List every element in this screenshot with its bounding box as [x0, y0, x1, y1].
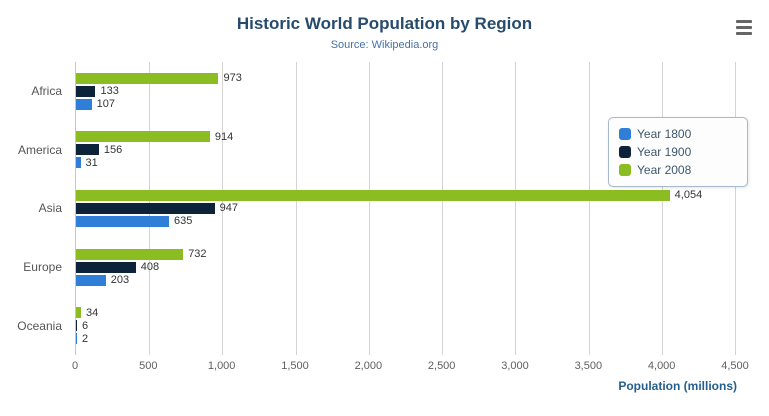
bar-value-label: 107: [96, 98, 116, 111]
bar-asia-year-1800[interactable]: [76, 215, 169, 227]
chart-subtitle: Source: Wikipedia.org: [330, 39, 439, 51]
x-tick-label: 2,500: [427, 360, 456, 372]
bar-europe-year-2008[interactable]: [76, 248, 184, 260]
x-axis-tick-labels: 0 500 1,000 1,500 2,000 2,500 3,000 3,500 4,000 4…: [71, 360, 749, 374]
bar-row: 107: [76, 98, 735, 111]
bar-value-label: 732: [188, 248, 207, 261]
bar-value-label: 973: [223, 72, 242, 85]
gridline: [735, 62, 736, 355]
bar-america-year-2008[interactable]: [76, 131, 210, 143]
bar-value-label: 34: [85, 306, 99, 319]
legend-item-year-2008[interactable]: Year 2008: [619, 161, 737, 179]
bar-row: 156: [76, 143, 735, 156]
x-tick-label: 500: [139, 360, 158, 372]
bar-europe-year-1800[interactable]: [76, 274, 106, 286]
bar-oceania-year-1900[interactable]: [76, 320, 77, 332]
bar-africa-year-1900[interactable]: [76, 85, 96, 97]
bar-europe-year-1900[interactable]: [76, 261, 136, 273]
menu-line: [736, 31, 752, 35]
gridline: [442, 62, 444, 355]
bar-africa-year-1800[interactable]: [76, 98, 92, 110]
bar-value-label: 133: [100, 85, 119, 98]
bar-asia-year-2008[interactable]: [76, 189, 670, 201]
x-tick-label: 1,000: [207, 360, 236, 372]
bar-group-oceania: 34 6 2: [76, 296, 735, 355]
x-tick-label: 0: [71, 360, 79, 372]
bar-group-africa: 973 133 107: [76, 62, 735, 121]
bar-america-year-1900[interactable]: [76, 144, 99, 156]
x-tick-label: 4,500: [721, 360, 749, 372]
bar-value-label: 2: [82, 332, 89, 345]
bar-value-label: 914: [214, 130, 234, 143]
legend-label: Year 1800: [637, 127, 692, 141]
bar-row: 914: [76, 130, 735, 143]
bar-row: 732: [76, 248, 735, 261]
bar-row: 31: [76, 156, 735, 169]
bar-value-label: 408: [140, 261, 160, 274]
menu-line: [736, 25, 752, 29]
category-label-asia: Asia: [38, 201, 62, 216]
bar-group-europe: 732 408 203: [76, 238, 735, 297]
bar-group-america: 914 156 31: [76, 121, 735, 180]
x-tick-label: 1,500: [281, 360, 309, 372]
legend-swatch-icon: [619, 128, 631, 140]
gridline: [515, 62, 517, 355]
bar-value-label: 31: [85, 156, 98, 169]
gridline: [588, 62, 590, 355]
bar-value-label: 635: [173, 215, 193, 228]
bar-row: 973: [76, 72, 735, 85]
bar-oceania-year-1800[interactable]: [76, 333, 77, 345]
bar-america-year-1800[interactable]: [76, 157, 81, 169]
x-tick-label: 3,000: [501, 360, 529, 372]
bar-asia-year-1900[interactable]: [76, 202, 215, 214]
bar-value-label: 947: [219, 202, 239, 215]
bar-row: 408: [76, 261, 735, 274]
plot-area: 973 133 107 914 156 31 4,054 947 635 732 408 203 34 6…: [75, 62, 736, 355]
bar-row: 34: [76, 306, 735, 319]
category-label-oceania: Oceania: [17, 318, 62, 333]
bar-group-asia: 4,054 947 635: [76, 179, 735, 238]
legend-label: Year 2008: [637, 163, 692, 177]
legend-label: Year 1900: [637, 145, 692, 159]
bar-row: 635: [76, 215, 735, 228]
chart-title: Historic World Population by Region: [236, 14, 533, 33]
bar-row: 6: [76, 319, 735, 332]
x-tick-label: 2,000: [354, 360, 383, 372]
x-axis-title: Population (millions): [618, 379, 737, 393]
gridline: [222, 62, 224, 355]
x-tick-label: 3,500: [574, 360, 603, 372]
legend-swatch-icon: [619, 146, 631, 158]
legend: Year 1800 Year 1900 Year 2008: [608, 117, 748, 187]
gridline: [661, 62, 663, 355]
gridline: [295, 62, 297, 355]
category-label-europe: Europe: [23, 260, 62, 275]
y-axis-labels: Africa America Asia Europe Oceania: [0, 62, 69, 355]
legend-swatch-icon: [619, 164, 631, 176]
bar-row: 2: [76, 332, 735, 345]
x-tick-label: 4,000: [647, 360, 676, 372]
category-label-america: America: [17, 142, 62, 157]
bar-value-label: 203: [110, 274, 130, 287]
bar-row: 133: [76, 85, 735, 98]
bar-value-label: 4,054: [674, 189, 703, 202]
gridline: [368, 62, 370, 355]
hamburger-menu-icon[interactable]: [731, 16, 757, 38]
bar-value-label: 156: [103, 143, 123, 156]
bar-value-label: 6: [82, 319, 89, 332]
legend-item-year-1900[interactable]: Year 1900: [619, 143, 737, 161]
bar-row: 203: [76, 274, 735, 287]
bar-oceania-year-2008[interactable]: [76, 307, 81, 319]
category-label-africa: Africa: [31, 84, 62, 99]
legend-item-year-1800[interactable]: Year 1800: [619, 125, 737, 143]
bar-row: 947: [76, 202, 735, 215]
bar-row: 4,054: [76, 189, 735, 202]
menu-line: [736, 19, 752, 23]
bar-africa-year-2008[interactable]: [76, 72, 219, 84]
